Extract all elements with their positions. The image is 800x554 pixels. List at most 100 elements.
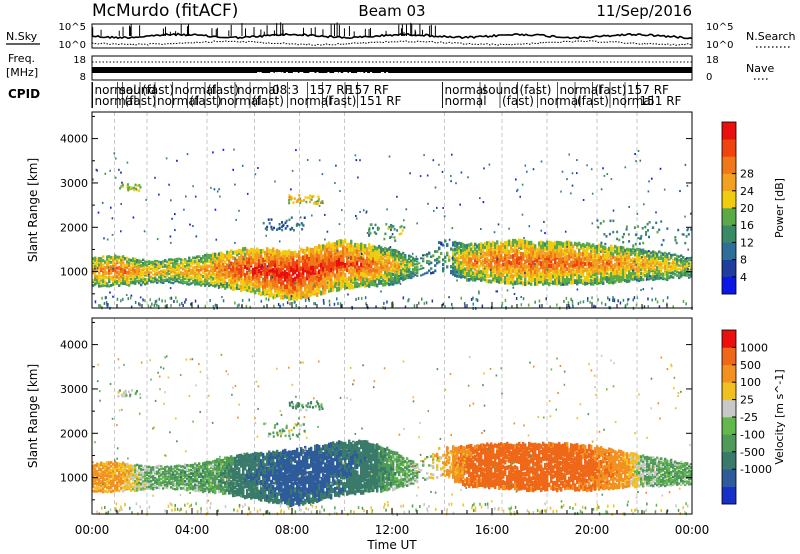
echo-cell: [522, 272, 525, 277]
colorbar-segment: [722, 259, 736, 278]
echo-cell: [488, 279, 491, 284]
echo-cell: [238, 267, 241, 272]
echo-cell: [580, 269, 583, 274]
echo-cell: [290, 261, 293, 267]
echo-cell: [224, 267, 227, 271]
echo-cell: [276, 266, 279, 272]
echo-cell: [402, 267, 405, 271]
echo-cell: [156, 260, 159, 263]
freq-gap: [598, 65, 600, 67]
echo-cell: [264, 281, 267, 286]
echo-cell: [584, 256, 587, 261]
echo-cell: [146, 264, 149, 267]
echo-cell: [292, 262, 295, 268]
cpid-label-13: normal: [290, 94, 332, 108]
echo-cell: [436, 257, 439, 261]
echo-cell: [372, 255, 375, 260]
echo-cell: [402, 255, 405, 259]
echo-speckle: [594, 305, 597, 309]
echo-cell: [208, 256, 211, 260]
echo-speckle: [380, 290, 382, 293]
echo-cell: [496, 250, 499, 255]
echo-cell: [394, 272, 397, 277]
echo-cell: [296, 276, 299, 282]
echo-cell: [292, 288, 295, 294]
echo-cell: [639, 237, 642, 240]
echo-cell: [232, 287, 235, 291]
echo-cell: [330, 287, 333, 293]
echo-cell: [250, 287, 253, 292]
echo-cell: [374, 257, 377, 262]
echo-cell: [186, 280, 189, 284]
echo-cell: [104, 274, 107, 277]
echo-speckle: [479, 197, 481, 200]
echo-cell: [668, 262, 671, 265]
echo-cell: [442, 263, 445, 267]
echo-speckle: [470, 298, 473, 301]
echo-speckle: [472, 302, 474, 306]
echo-cell: [538, 241, 541, 246]
echo-cell: [610, 277, 613, 282]
freq-gap: [494, 65, 495, 67]
echo-cell: [150, 280, 153, 284]
echo-cell: [196, 260, 199, 264]
echo-cell: [596, 267, 599, 272]
echo-cell: [420, 274, 423, 277]
echo-cell: [520, 245, 523, 250]
echo-cell: [240, 269, 243, 274]
echo-cell: [662, 262, 665, 265]
echo-cell: [538, 255, 541, 260]
echo-speckle: [682, 300, 685, 303]
echo-cell: [552, 254, 555, 259]
colorbar-segment: [722, 242, 736, 260]
echo-cell: [506, 256, 509, 261]
echo-cell: [242, 278, 245, 283]
colorbar-tick-label: 20: [740, 202, 754, 215]
echo-cell: [460, 242, 463, 246]
echo-cell: [270, 225, 273, 229]
echo-cell: [264, 284, 267, 289]
echo-cell: [626, 268, 629, 272]
echo-speckle: [561, 170, 564, 173]
echo-cell: [656, 277, 659, 280]
echo-speckle: [538, 299, 541, 303]
echo-cell: [228, 270, 231, 275]
echo-cell: [528, 258, 531, 264]
echo-speckle: [373, 245, 376, 248]
echo-speckle: [589, 300, 591, 304]
echo-cell: [340, 284, 343, 290]
echo-cell: [320, 257, 323, 263]
echo-cell: [342, 283, 345, 288]
echo-cell: [612, 277, 615, 281]
echo-cell: [200, 283, 203, 287]
echo-speckle: [232, 168, 234, 171]
echo-cell: [494, 245, 497, 249]
cpid-label-15: (fast): [325, 94, 357, 108]
echo-cell: [654, 277, 657, 281]
echo-cell: [310, 285, 313, 291]
echo-cell: [460, 266, 463, 270]
echo-cell: [400, 277, 403, 280]
echo-speckle: [571, 172, 574, 175]
echo-cell: [288, 268, 291, 274]
echo-cell: [684, 269, 687, 272]
echo-cell: [636, 259, 639, 263]
echo-cell: [174, 260, 177, 263]
echo-cell: [206, 275, 209, 279]
echo-cell: [208, 264, 211, 268]
echo-cell: [342, 253, 345, 259]
echo-cell: [590, 269, 593, 274]
echo-cell: [256, 287, 259, 292]
echo-speckle: [392, 303, 394, 307]
echo-cell: [652, 257, 655, 261]
echo-cell: [610, 244, 613, 249]
echo-cell: [104, 282, 107, 286]
echo-cell: [540, 244, 543, 249]
echo-cell: [626, 251, 629, 255]
echo-speckle: [512, 286, 515, 289]
echo-speckle: [101, 201, 104, 204]
freq-gap: [412, 65, 414, 67]
freq-gap: [570, 65, 572, 67]
echo-cell: [492, 273, 495, 278]
echo-cell: [633, 226, 636, 229]
